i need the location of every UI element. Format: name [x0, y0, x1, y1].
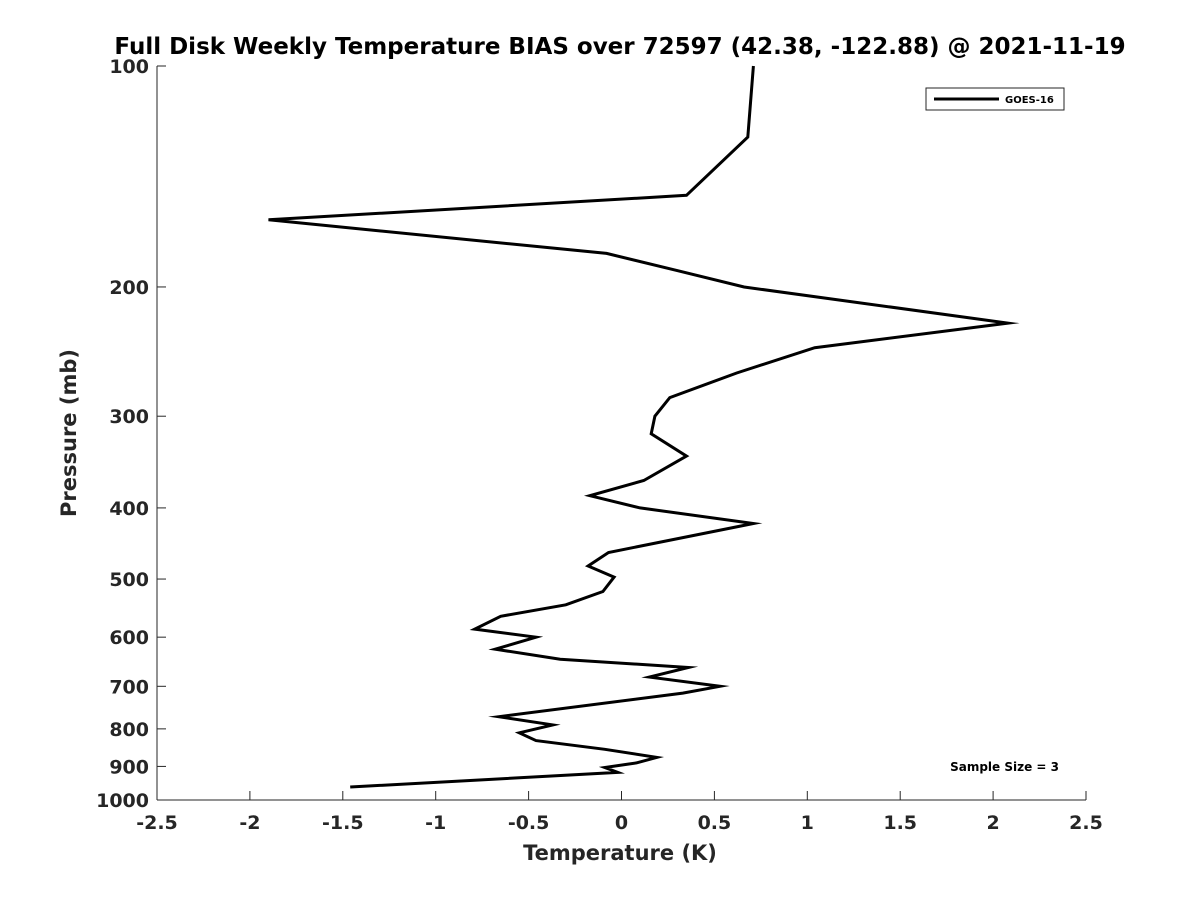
- legend: GOES-16: [925, 87, 1065, 111]
- y-tick-label: 400: [109, 498, 149, 520]
- x-tick-label: -0.5: [508, 812, 550, 834]
- legend-label: GOES-16: [1005, 95, 1054, 106]
- series-line: [268, 65, 1020, 789]
- y-tick-label: 600: [109, 627, 149, 649]
- y-axis-label: Pressure (mb): [57, 349, 81, 517]
- sample-size-annotation: Sample Size = 3: [950, 760, 1059, 774]
- y-tick-label: 100: [109, 56, 149, 78]
- x-tick-label: -2.5: [136, 812, 178, 834]
- x-tick-label: -1.5: [322, 812, 364, 834]
- x-tick-label: 0.5: [698, 812, 732, 834]
- y-tick-label: 500: [109, 569, 149, 591]
- series-group: [268, 65, 1020, 789]
- y-tick-label: 1000: [96, 790, 149, 812]
- plot-axes: [156, 66, 1086, 801]
- x-tick-label: 0: [615, 812, 628, 834]
- x-axis-label: Temperature (K): [523, 841, 717, 865]
- x-tick-label: 2.5: [1069, 812, 1103, 834]
- x-tick-label: -1: [425, 812, 446, 834]
- y-tick-label: 900: [109, 756, 149, 778]
- y-tick-label: 300: [109, 406, 149, 428]
- x-tick-label: 1: [801, 812, 814, 834]
- chart-title: Full Disk Weekly Temperature BIAS over 7…: [114, 34, 1125, 60]
- x-tick-label: -2: [239, 812, 260, 834]
- y-tick-label: 200: [109, 277, 149, 299]
- y-tick-label: 800: [109, 719, 149, 741]
- x-tick-label: 1.5: [883, 812, 917, 834]
- x-tick-label: 2: [986, 812, 999, 834]
- y-tick-label: 700: [109, 676, 149, 698]
- axis-ticks: -2.5 -2 -1.5 -1 -0.5 0 0.5 1 1.5 2 2.5 100 200 300 400…: [96, 56, 1103, 834]
